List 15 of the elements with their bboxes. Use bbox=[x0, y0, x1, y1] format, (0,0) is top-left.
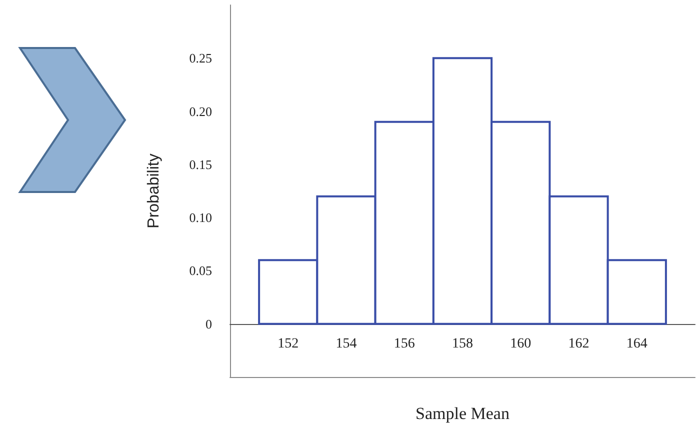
x-tick-label: 154 bbox=[336, 336, 357, 352]
x-tick-label: 160 bbox=[510, 336, 532, 352]
x-tick-label: 152 bbox=[278, 336, 299, 352]
y-tick-label: 0.15 bbox=[189, 156, 212, 172]
y-tick-label: 0.20 bbox=[189, 104, 212, 119]
x-tick-label: 158 bbox=[452, 336, 473, 352]
x-axis-title: Sample Mean bbox=[416, 404, 510, 423]
x-tick-label: 164 bbox=[626, 336, 648, 352]
y-tick-label: 0.25 bbox=[189, 50, 212, 66]
y-tick-label: 0.10 bbox=[189, 210, 212, 226]
y-axis-title: Probability bbox=[146, 154, 162, 228]
y-tick-label: 0.05 bbox=[189, 263, 212, 278]
x-tick-label: 162 bbox=[568, 336, 590, 352]
x-tick-label: 156 bbox=[394, 336, 415, 352]
y-tick-label: 0 bbox=[206, 316, 212, 332]
